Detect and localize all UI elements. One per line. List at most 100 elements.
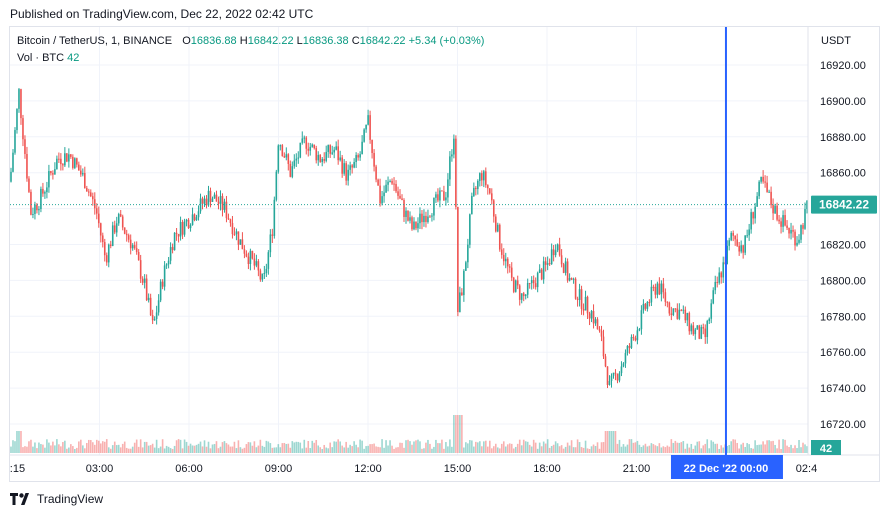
volume-bar	[261, 445, 264, 453]
candle-body	[213, 194, 216, 199]
candle-body	[764, 181, 766, 183]
volume-bar	[618, 439, 621, 453]
candle-body	[48, 171, 50, 188]
candle-body	[10, 171, 12, 182]
candle-body	[399, 195, 401, 199]
candle-body	[325, 151, 328, 161]
volume-bar	[594, 445, 597, 453]
overlay: 16842.22 42 22 Dec '22 00:00	[10, 27, 877, 479]
candle-body	[165, 264, 168, 266]
candle-body	[76, 158, 78, 165]
volume-bar	[271, 447, 274, 453]
volume-bar	[704, 443, 707, 453]
candle-body	[494, 216, 497, 232]
volume-bar	[411, 444, 413, 453]
candle-body	[744, 235, 746, 253]
candle-body	[800, 225, 802, 240]
candle-body	[658, 283, 661, 295]
candle-body	[684, 309, 687, 321]
volume-bar	[734, 439, 736, 453]
volume-bar	[566, 442, 569, 453]
candle-body	[652, 286, 655, 288]
x-tick-label: 09:00	[265, 463, 293, 475]
volume-bar	[770, 441, 772, 453]
candle-body	[536, 272, 539, 288]
volume-bar	[700, 448, 703, 453]
volume-bar	[512, 448, 515, 453]
candle-body	[618, 373, 621, 381]
candle-body	[550, 249, 553, 265]
candle-body	[560, 255, 563, 265]
volume-bar	[736, 442, 738, 453]
candle-body	[578, 289, 581, 300]
volume-bar	[229, 446, 232, 453]
volume-bar	[558, 446, 561, 453]
volume-bar	[285, 443, 288, 453]
volume-bar	[413, 441, 415, 453]
candle-body	[115, 223, 118, 233]
volume-bar	[101, 441, 104, 453]
x-tick-label: 15:00	[444, 463, 472, 475]
candle-body	[485, 171, 487, 186]
candle-body	[738, 245, 740, 252]
tradingview-brand[interactable]: TradingView	[10, 492, 103, 506]
candle-body	[780, 221, 782, 227]
volume-bar	[714, 443, 717, 453]
candle-body	[594, 319, 597, 324]
candle-body	[257, 261, 260, 271]
volume-bar	[28, 441, 30, 453]
volume-bar	[22, 447, 24, 453]
volume-bar	[782, 439, 784, 453]
candle-body	[443, 191, 445, 201]
candle-body	[251, 250, 254, 259]
candle-body	[273, 199, 276, 236]
candle-body	[796, 242, 798, 246]
last-price-label: 16842.22	[819, 198, 869, 212]
volume-bar	[760, 444, 762, 453]
candle-body	[510, 267, 513, 278]
volume-bar	[217, 448, 220, 453]
volume-bar	[429, 443, 431, 453]
candle-body	[606, 366, 609, 385]
candle-body	[498, 224, 501, 250]
volume-bar	[205, 446, 208, 453]
candle-body	[423, 215, 425, 223]
candle-body	[271, 234, 274, 236]
volume-bar	[790, 444, 792, 453]
volume-bar	[91, 442, 94, 453]
volume-bar	[299, 442, 302, 453]
volume-bar	[435, 439, 437, 453]
volume-bar	[58, 444, 60, 453]
candle-body	[644, 303, 647, 309]
candle-body	[654, 286, 657, 295]
volume-bar	[648, 445, 651, 453]
candle-body	[748, 229, 750, 236]
volume-bar	[295, 441, 298, 453]
candle-body	[730, 232, 732, 241]
volume-bar	[417, 439, 419, 453]
candle-body	[279, 145, 282, 147]
candle-body	[143, 278, 146, 283]
volume-bar	[778, 439, 780, 453]
volume-bar	[443, 448, 445, 453]
candle-body	[145, 278, 148, 301]
candle-body	[660, 283, 663, 295]
volume-bar	[768, 440, 770, 453]
candle-body	[588, 313, 591, 319]
volume-bar	[682, 441, 685, 453]
volume-bar	[127, 448, 130, 453]
volume-bar	[389, 440, 391, 453]
candle-body	[109, 244, 112, 246]
volume-bar	[574, 447, 577, 453]
volume-bar	[62, 442, 64, 453]
volume-bar	[72, 446, 74, 453]
volume-bar	[419, 441, 421, 453]
volume-bar	[532, 439, 535, 453]
volume-bar	[642, 445, 645, 453]
candle-body	[674, 308, 677, 310]
candle-body	[678, 309, 681, 319]
candle-body	[688, 312, 691, 332]
candle-body	[756, 196, 758, 207]
candle-body	[794, 231, 796, 246]
